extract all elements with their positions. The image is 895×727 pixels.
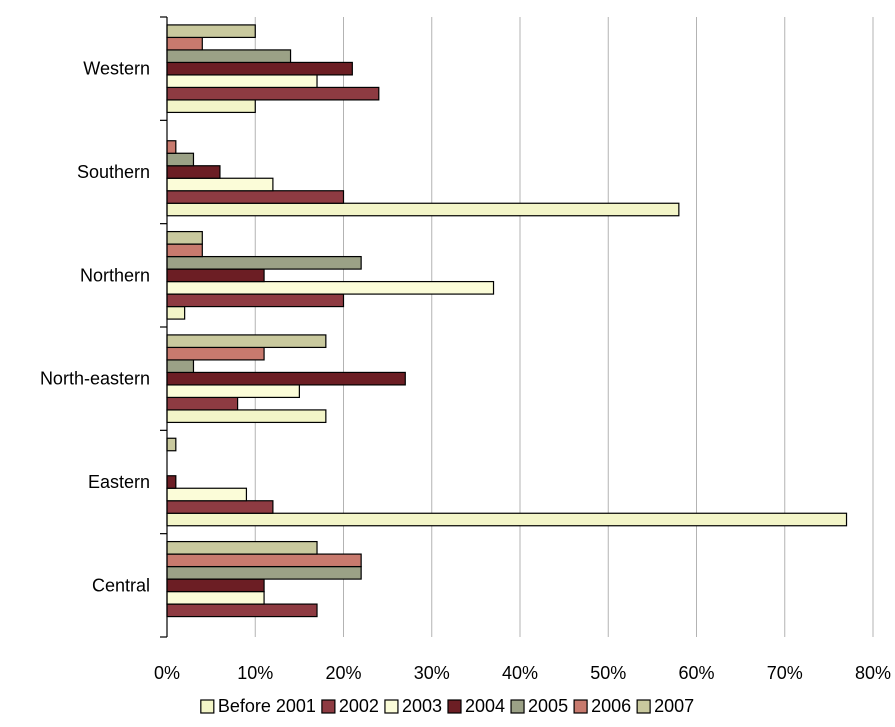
bar-western-2002 bbox=[166, 86, 380, 101]
legend-item-2007: 2007 bbox=[636, 696, 694, 716]
x-tick-label-50: 50% bbox=[590, 663, 626, 683]
bar-eastern-2004 bbox=[166, 475, 177, 489]
gridlines bbox=[254, 17, 874, 637]
bar-eastern-2003 bbox=[166, 487, 248, 502]
category-axis bbox=[160, 16, 168, 638]
bar-southern-2003 bbox=[166, 177, 274, 192]
bars bbox=[166, 24, 848, 618]
x-tick-label-10: 10% bbox=[237, 663, 273, 683]
bar-western-2003 bbox=[166, 74, 318, 89]
legend-swatch-2005 bbox=[510, 699, 525, 714]
category-label-eastern: Eastern bbox=[88, 472, 150, 492]
legend-item-2002: 2002 bbox=[321, 696, 379, 716]
bar-western-2006 bbox=[166, 36, 203, 51]
bar-north-eastern-2004 bbox=[166, 371, 406, 386]
legend-label-before-2001: Before 2001 bbox=[218, 696, 316, 716]
bar-northern-before-2001 bbox=[166, 305, 186, 320]
category-label-central: Central bbox=[92, 575, 150, 595]
bar-eastern-before-2001 bbox=[166, 512, 848, 527]
bar-north-eastern-2006 bbox=[166, 346, 265, 361]
legend: Before 2001 2002 2003 2004 2005 2006 2007 bbox=[200, 696, 694, 716]
bar-central-2005 bbox=[166, 565, 362, 580]
legend-label-2007: 2007 bbox=[654, 696, 694, 716]
bar-northern-2005 bbox=[166, 255, 362, 270]
legend-label-2006: 2006 bbox=[591, 696, 631, 716]
bar-southern-2005 bbox=[166, 152, 195, 167]
category-label-north-eastern: North-eastern bbox=[40, 369, 150, 389]
legend-label-2003: 2003 bbox=[402, 696, 442, 716]
x-tick-labels: 0% 10% 20% 30% 40% 50% 60% 70% 80% bbox=[154, 663, 891, 683]
bar-north-eastern-2007 bbox=[166, 334, 327, 349]
bar-north-eastern-before-2001 bbox=[166, 409, 327, 424]
category-label-western: Western bbox=[83, 59, 150, 79]
bar-northern-2006 bbox=[166, 243, 203, 258]
bar-western-2004 bbox=[166, 61, 353, 76]
bar-northern-2004 bbox=[166, 268, 265, 283]
legend-swatch-2007 bbox=[636, 699, 651, 714]
bar-western-before-2001 bbox=[166, 99, 256, 114]
legend-swatch-2002 bbox=[321, 699, 336, 714]
x-tick-label-60: 60% bbox=[678, 663, 714, 683]
bar-southern-2004 bbox=[166, 165, 221, 179]
legend-item-2005: 2005 bbox=[510, 696, 568, 716]
category-label-northern: Northern bbox=[80, 265, 150, 285]
legend-label-2005: 2005 bbox=[528, 696, 568, 716]
legend-swatch-2004 bbox=[447, 699, 462, 714]
x-tick-label-30: 30% bbox=[414, 663, 450, 683]
x-tick-label-70: 70% bbox=[767, 663, 803, 683]
bar-eastern-2002 bbox=[166, 500, 274, 514]
bar-northern-2007 bbox=[166, 230, 203, 245]
legend-swatch-before-2001 bbox=[200, 699, 215, 714]
bar-southern-2002 bbox=[166, 190, 345, 204]
bar-southern-before-2001 bbox=[166, 202, 680, 217]
bar-southern-2006 bbox=[166, 140, 177, 154]
bar-eastern-2007 bbox=[166, 437, 177, 452]
legend-label-2004: 2004 bbox=[465, 696, 505, 716]
legend-item-2004: 2004 bbox=[447, 696, 505, 716]
x-tick-label-40: 40% bbox=[502, 663, 538, 683]
category-labels: Western Southern Northern North-eastern East… bbox=[40, 59, 150, 596]
legend-item-before-2001: Before 2001 bbox=[200, 696, 316, 716]
bar-north-eastern-2003 bbox=[166, 384, 300, 399]
legend-swatch-2003 bbox=[384, 699, 399, 714]
bar-central-2007 bbox=[166, 540, 318, 555]
bar-western-2005 bbox=[166, 49, 292, 64]
x-tick-label-80: 80% bbox=[855, 663, 891, 683]
legend-label-2002: 2002 bbox=[339, 696, 379, 716]
x-tick-label-20: 20% bbox=[325, 663, 361, 683]
bar-northern-2003 bbox=[166, 280, 495, 295]
legend-item-2006: 2006 bbox=[573, 696, 631, 716]
bar-north-eastern-2002 bbox=[166, 396, 239, 411]
bar-north-eastern-2005 bbox=[166, 359, 195, 374]
bar-western-2007 bbox=[166, 24, 256, 39]
legend-item-2003: 2003 bbox=[384, 696, 442, 716]
bar-central-2004 bbox=[166, 578, 265, 593]
bar-northern-2002 bbox=[166, 293, 345, 308]
category-label-southern: Southern bbox=[77, 162, 150, 182]
legend-swatch-2006 bbox=[573, 699, 588, 714]
x-tick-label-0: 0% bbox=[154, 663, 180, 683]
bar-central-2006 bbox=[166, 553, 362, 568]
bar-central-2002 bbox=[166, 603, 318, 618]
bar-central-2003 bbox=[166, 590, 265, 605]
